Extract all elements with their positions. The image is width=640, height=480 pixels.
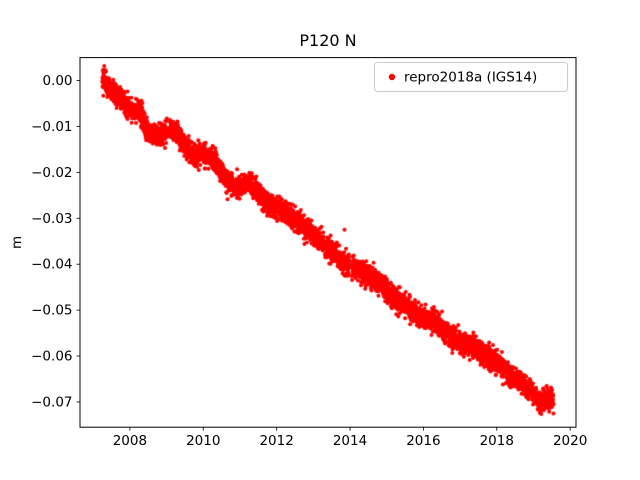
y-tick-label: −0.05: [31, 303, 72, 319]
chart-title: P120 N: [299, 31, 356, 50]
y-tick-label: −0.07: [31, 394, 72, 410]
y-tick-label: −0.03: [31, 211, 72, 227]
x-tick-label: 2014: [333, 433, 367, 449]
legend: repro2018a (IGS14): [374, 62, 568, 92]
legend-box: [374, 62, 568, 92]
axis-ticks: 2008 2010 2012 2014 2016 2018 2020 0.00 −0.01 −0.…: [31, 73, 587, 449]
x-tick-label: 2012: [259, 433, 293, 449]
x-tick-label: 2016: [406, 433, 440, 449]
x-tick-label: 2018: [480, 433, 514, 449]
y-axis-label: m: [9, 236, 25, 249]
x-tick-label: 2008: [113, 433, 147, 449]
y-tick-label: −0.01: [31, 119, 72, 135]
legend-entry-label: repro2018a (IGS14): [404, 70, 537, 86]
y-tick-label: 0.00: [42, 73, 72, 89]
y-tick-label: −0.02: [31, 165, 72, 181]
legend-marker-dot-icon: [388, 73, 396, 81]
y-tick-label: −0.04: [31, 257, 72, 273]
x-tick-label: 2010: [186, 433, 220, 449]
x-tick-label: 2020: [553, 433, 587, 449]
plot-area: [79, 57, 577, 428]
y-tick-label: −0.06: [31, 349, 72, 365]
